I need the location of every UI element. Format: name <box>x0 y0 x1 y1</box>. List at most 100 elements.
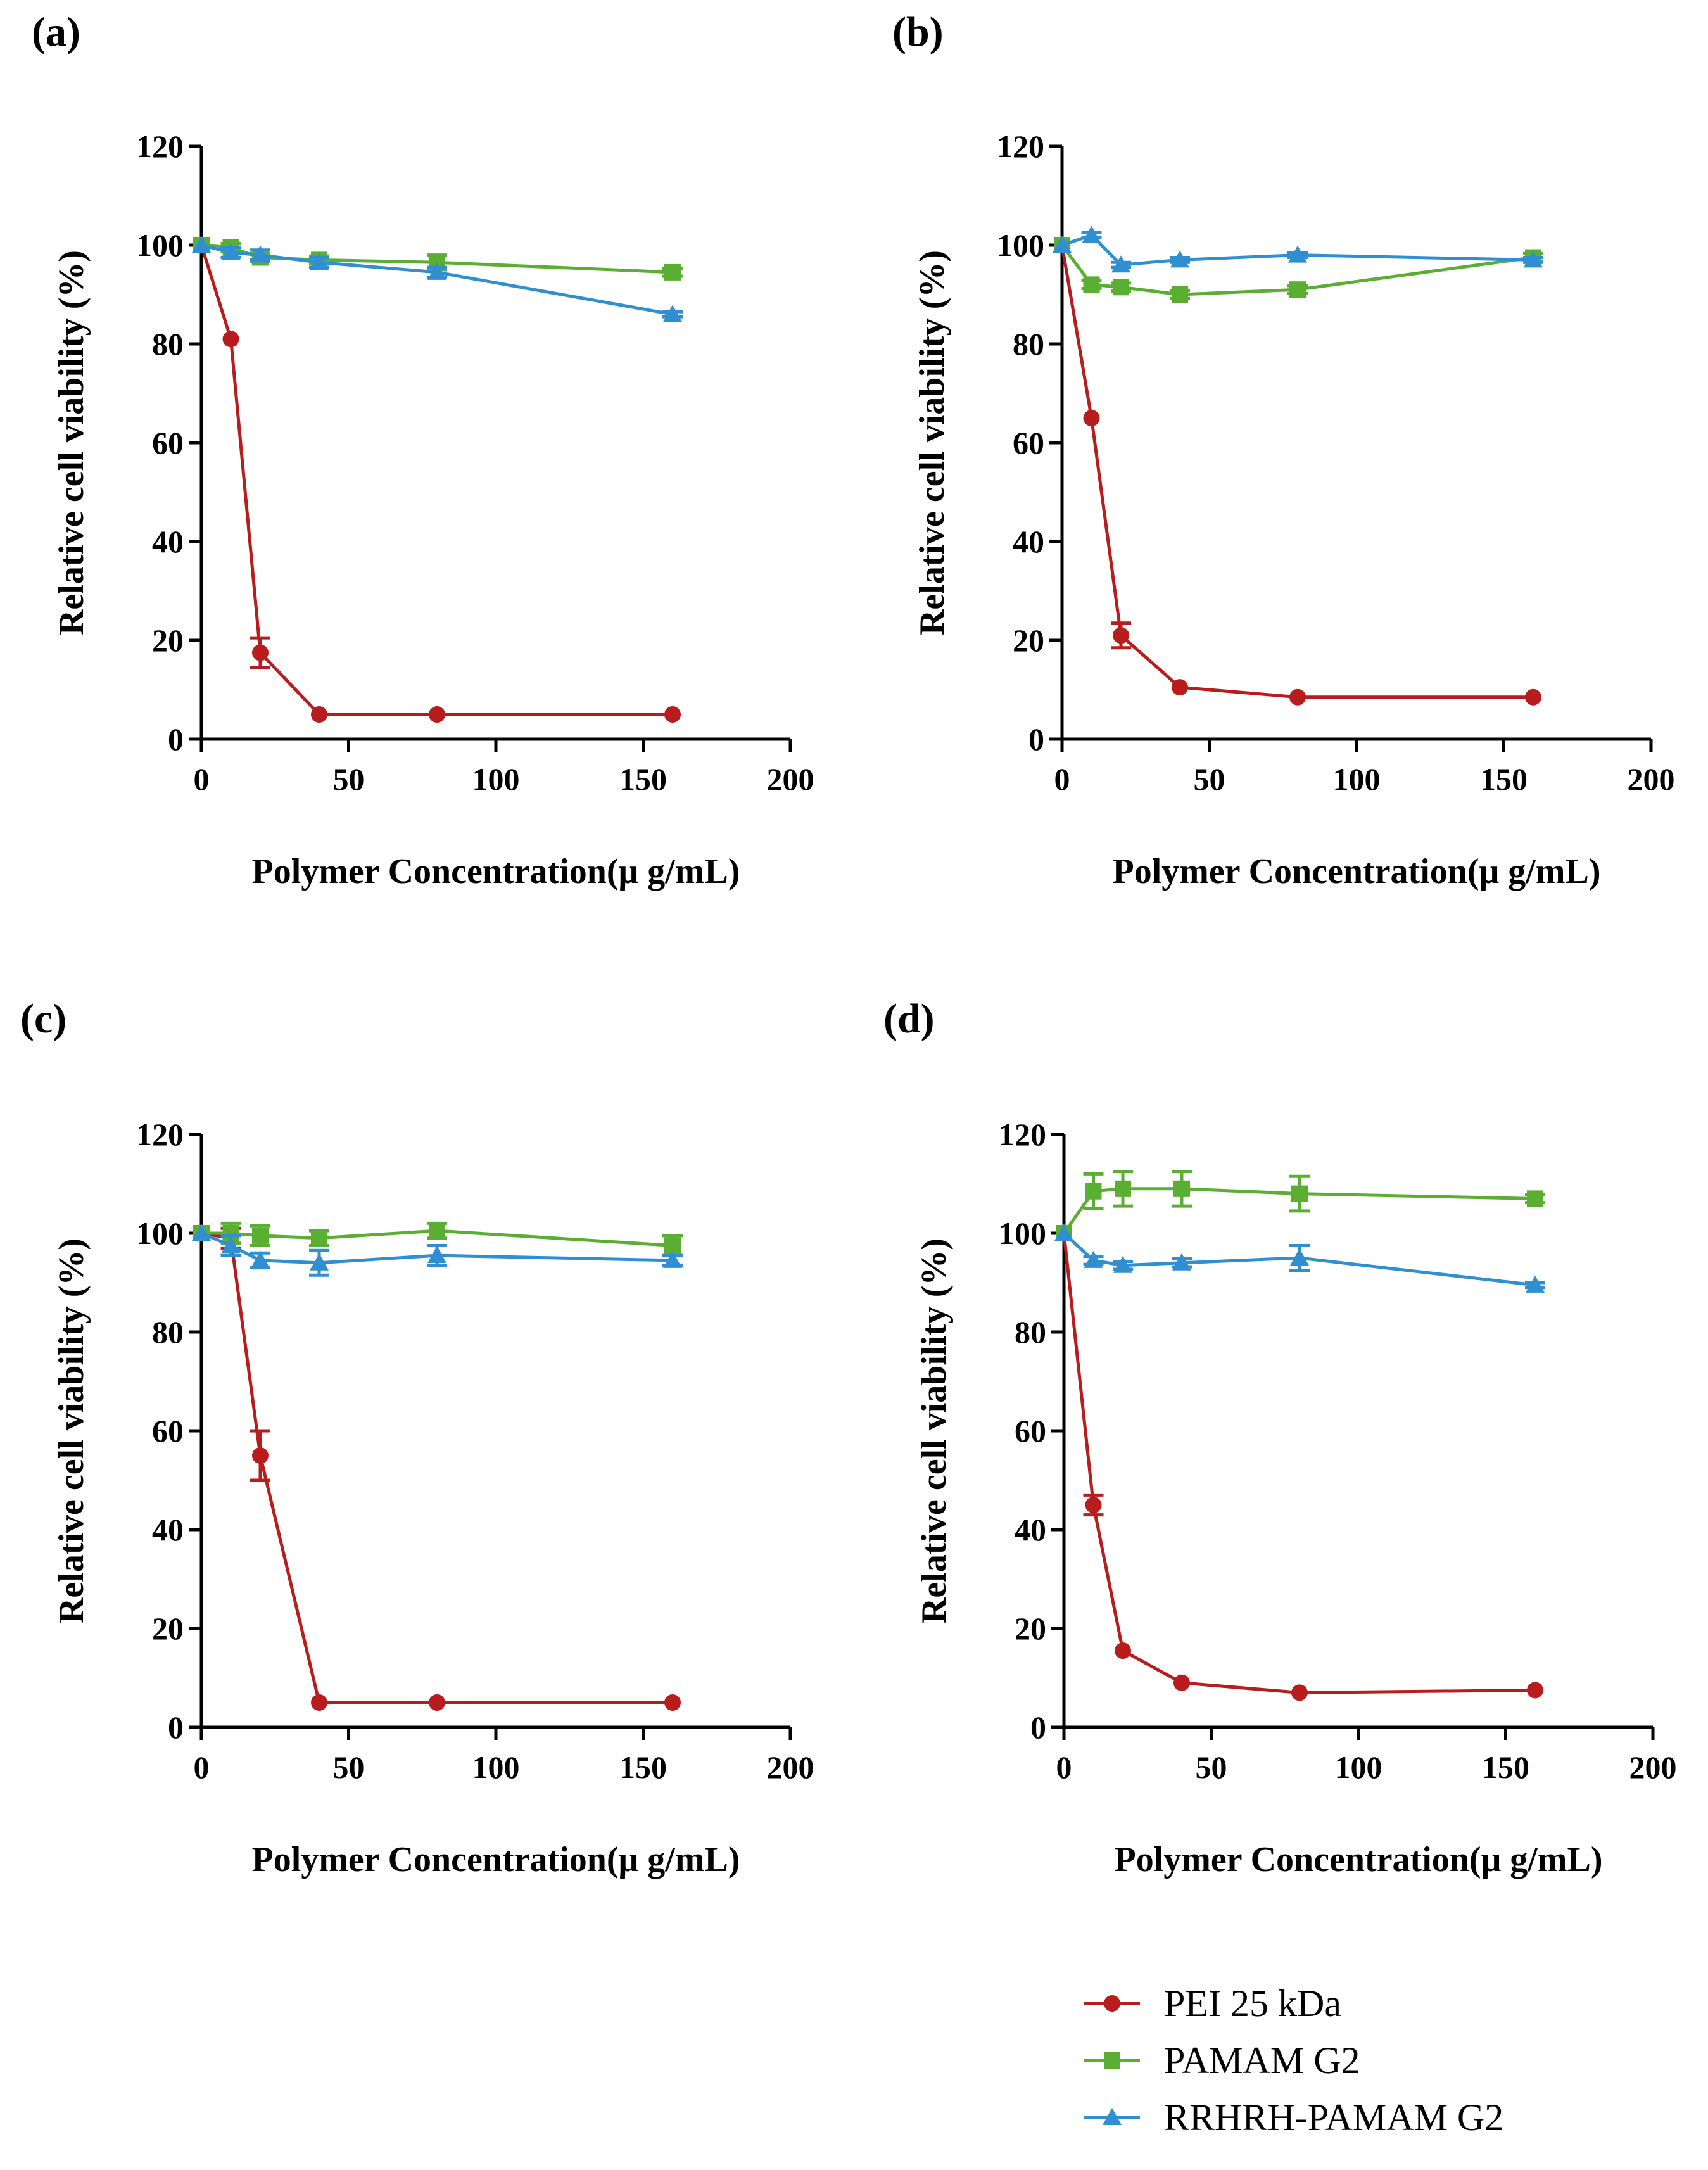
data-point <box>251 1250 270 1268</box>
y-tick-label: 60 <box>152 1413 184 1449</box>
series-rrhrh-pamam-g2 <box>192 1224 683 1277</box>
data-point <box>1113 627 1129 644</box>
data-point <box>1288 245 1307 263</box>
legend-item: RRHRH-PAMAM G2 <box>1084 2097 1503 2138</box>
y-tick-label: 20 <box>1013 623 1044 658</box>
y-tick-label: 40 <box>152 1512 184 1547</box>
y-tick-label: 40 <box>152 524 184 559</box>
data-point <box>1083 410 1100 426</box>
x-tick-label: 100 <box>1333 761 1381 797</box>
y-tick-label: 20 <box>152 623 184 658</box>
y-tick-label: 120 <box>136 129 184 164</box>
x-tick-label: 0 <box>194 761 210 797</box>
legend-item: PEI 25 kDa <box>1084 1983 1341 2024</box>
y-tick-label: 0 <box>168 1710 184 1745</box>
data-point <box>1115 1642 1131 1659</box>
data-point <box>1053 236 1072 253</box>
x-tick-label: 0 <box>1054 761 1070 797</box>
legend: PEI 25 kDa PAMAM G2 RRHRH-PAMAM G2 <box>1084 1983 1503 2138</box>
data-point <box>192 1224 211 1241</box>
data-point <box>1084 1250 1103 1268</box>
data-point <box>252 1227 269 1244</box>
data-point <box>252 1447 269 1464</box>
series-line <box>201 243 673 316</box>
data-point <box>1527 1682 1543 1699</box>
data-point <box>429 1694 445 1711</box>
y-tick-label: 80 <box>152 326 184 362</box>
series-line <box>1060 244 1533 699</box>
x-axis-title: Polymer Concentration(μ g/mL) <box>1114 1840 1602 1879</box>
x-tick-label: 150 <box>1480 761 1528 797</box>
series-line <box>201 1231 673 1704</box>
data-point <box>1526 1275 1545 1293</box>
y-tick-label: 20 <box>152 1611 184 1646</box>
y-tick-label: 80 <box>1015 1314 1046 1350</box>
legend-marker <box>1104 1995 1120 2012</box>
x-tick-label: 150 <box>619 761 667 797</box>
legend-label: PEI 25 kDa <box>1164 1983 1341 2024</box>
y-axis-title: Relative cell viability (%) <box>914 1238 954 1623</box>
x-tick-label: 50 <box>1194 761 1225 797</box>
data-point <box>1054 1224 1073 1241</box>
legend-marker <box>1103 2108 1122 2125</box>
data-point <box>222 331 239 348</box>
data-point <box>1115 1180 1131 1197</box>
x-tick-label: 150 <box>619 1749 667 1785</box>
legend-label: PAMAM G2 <box>1164 2040 1360 2081</box>
legend-item: PAMAM G2 <box>1084 2040 1360 2081</box>
series-line <box>199 244 673 716</box>
data-point <box>1085 1497 1102 1513</box>
data-point <box>1291 1684 1308 1701</box>
panel-label: (c) <box>20 996 66 1042</box>
series-pamam-g2 <box>1054 237 1543 303</box>
data-point <box>311 1694 327 1711</box>
x-tick-label: 150 <box>1482 1749 1529 1785</box>
x-axis-title: Polymer Concentration(μ g/mL) <box>251 852 740 891</box>
data-point <box>1527 1190 1543 1207</box>
x-tick-label: 200 <box>1628 761 1675 797</box>
x-tick-label: 100 <box>1335 1749 1382 1785</box>
series-pamam-g2 <box>1056 1170 1545 1241</box>
data-point <box>664 1694 681 1711</box>
data-point <box>1113 1255 1132 1273</box>
data-point <box>310 253 329 270</box>
y-tick-label: 100 <box>136 227 184 263</box>
chart-panel-d: (d) 0 20 40 60 80 100 120 0 50 100 150 200 Polymer Co… <box>883 996 1677 1879</box>
y-tick-label: 20 <box>1015 1611 1046 1646</box>
data-point <box>1291 1185 1308 1202</box>
legend-marker <box>1104 2052 1120 2069</box>
data-point <box>252 644 269 661</box>
data-point <box>1111 255 1130 273</box>
data-point <box>1290 1248 1309 1266</box>
data-point <box>192 236 211 253</box>
y-tick-label: 120 <box>999 1117 1046 1152</box>
data-point <box>1172 679 1188 696</box>
series-rrhrh-pamam-g2 <box>1054 1224 1545 1293</box>
panel-label: (a) <box>32 9 80 55</box>
x-tick-label: 50 <box>1196 1749 1227 1785</box>
data-point <box>429 706 445 723</box>
x-tick-label: 50 <box>333 761 365 797</box>
data-point <box>663 1250 682 1268</box>
x-tick-label: 0 <box>194 1749 210 1785</box>
data-point <box>1525 688 1541 706</box>
y-axis-title: Relative cell viability (%) <box>52 250 91 635</box>
y-tick-label: 60 <box>1015 1413 1046 1449</box>
y-tick-label: 80 <box>1013 326 1044 362</box>
data-point <box>427 1246 446 1264</box>
y-tick-label: 120 <box>136 1117 184 1152</box>
data-point <box>251 245 270 263</box>
series-pamam-g2 <box>193 1221 683 1257</box>
x-tick-label: 200 <box>1629 1749 1677 1785</box>
data-point <box>310 1253 329 1271</box>
panel-label: (d) <box>883 996 935 1042</box>
x-tick-label: 200 <box>767 761 814 797</box>
series-line <box>201 1231 673 1265</box>
chart-panel-c: (c) 0 20 40 60 80 100 120 0 50 100 150 200 Polymer Co… <box>20 996 814 1879</box>
x-tick-label: 200 <box>767 1749 814 1785</box>
y-tick-label: 60 <box>1013 425 1044 460</box>
data-point <box>1172 1253 1191 1271</box>
data-point <box>1289 688 1306 706</box>
data-point <box>1289 281 1306 298</box>
